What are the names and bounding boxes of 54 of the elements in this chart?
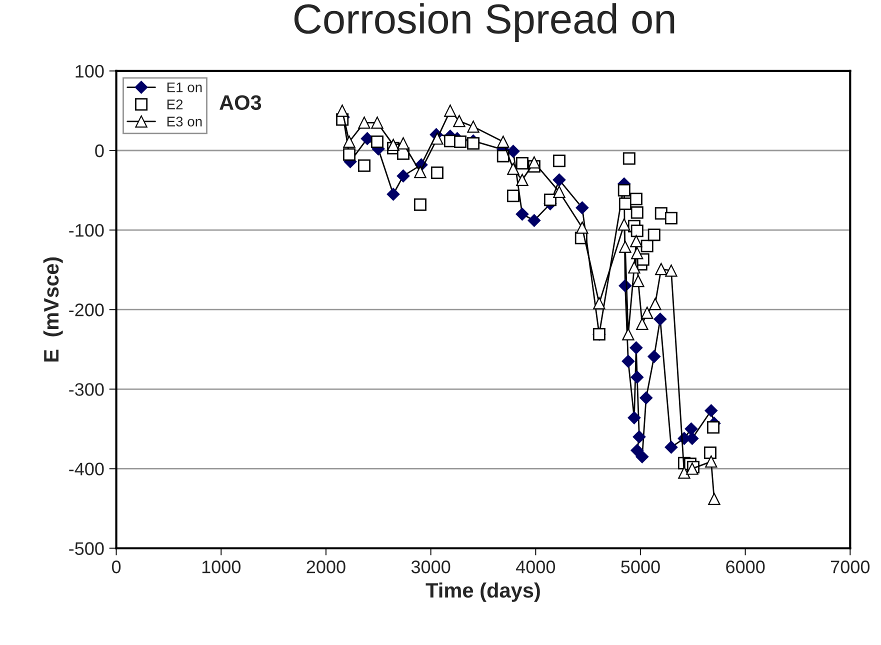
- point: [640, 391, 653, 404]
- x-tick-label: 6000: [726, 560, 765, 574]
- legend-label: E1 on: [167, 82, 202, 92]
- x-axis-title: Time (days): [426, 582, 540, 602]
- point: [618, 198, 632, 210]
- x-tick-label: 1000: [202, 560, 241, 574]
- point: [370, 136, 384, 148]
- legend-label: E2: [167, 100, 183, 110]
- point: [387, 138, 400, 152]
- point: [544, 194, 556, 206]
- y-tick-label: -400: [69, 462, 104, 476]
- point: [636, 450, 649, 464]
- point: [654, 312, 667, 326]
- legend-label: E3 on: [167, 116, 202, 126]
- point: [684, 422, 698, 436]
- x-tick-label: 5000: [621, 560, 660, 574]
- point: [632, 430, 646, 444]
- point: [630, 370, 644, 384]
- point: [628, 411, 641, 424]
- point: [516, 208, 529, 221]
- point: [630, 224, 644, 238]
- point: [386, 188, 400, 201]
- point: [622, 354, 635, 368]
- annotation: AO3: [220, 95, 262, 110]
- y-axis-title: E (mVsce): [43, 257, 63, 362]
- y-tick-label: -100: [69, 224, 104, 237]
- y-tick-label: 0: [95, 144, 104, 158]
- y-tick-label: -200: [69, 304, 104, 316]
- point: [706, 421, 720, 434]
- point: [704, 404, 718, 418]
- x-tick-label: 0: [112, 560, 121, 574]
- x-tick-label: 2000: [306, 560, 346, 574]
- point: [622, 152, 636, 165]
- point: [648, 350, 661, 363]
- x-tick-label: 4000: [516, 560, 556, 574]
- point: [396, 170, 410, 182]
- y-tick-label: -500: [69, 542, 104, 555]
- point: [496, 150, 510, 162]
- point: [342, 148, 356, 161]
- x-tick-label: 3000: [411, 560, 450, 574]
- y-tick-label: 100: [76, 64, 104, 78]
- x-tick-label: 7000: [831, 560, 870, 574]
- point: [618, 184, 630, 197]
- point: [664, 440, 678, 454]
- point: [552, 173, 566, 186]
- y-tick-label: -300: [69, 383, 104, 396]
- point: [528, 214, 541, 227]
- point: [454, 136, 467, 148]
- point: [648, 228, 660, 242]
- point: [576, 201, 589, 214]
- chart-title: Corrosion Spread on: [294, 3, 674, 42]
- point: [528, 156, 540, 169]
- point: [467, 137, 480, 150]
- point: [630, 341, 643, 354]
